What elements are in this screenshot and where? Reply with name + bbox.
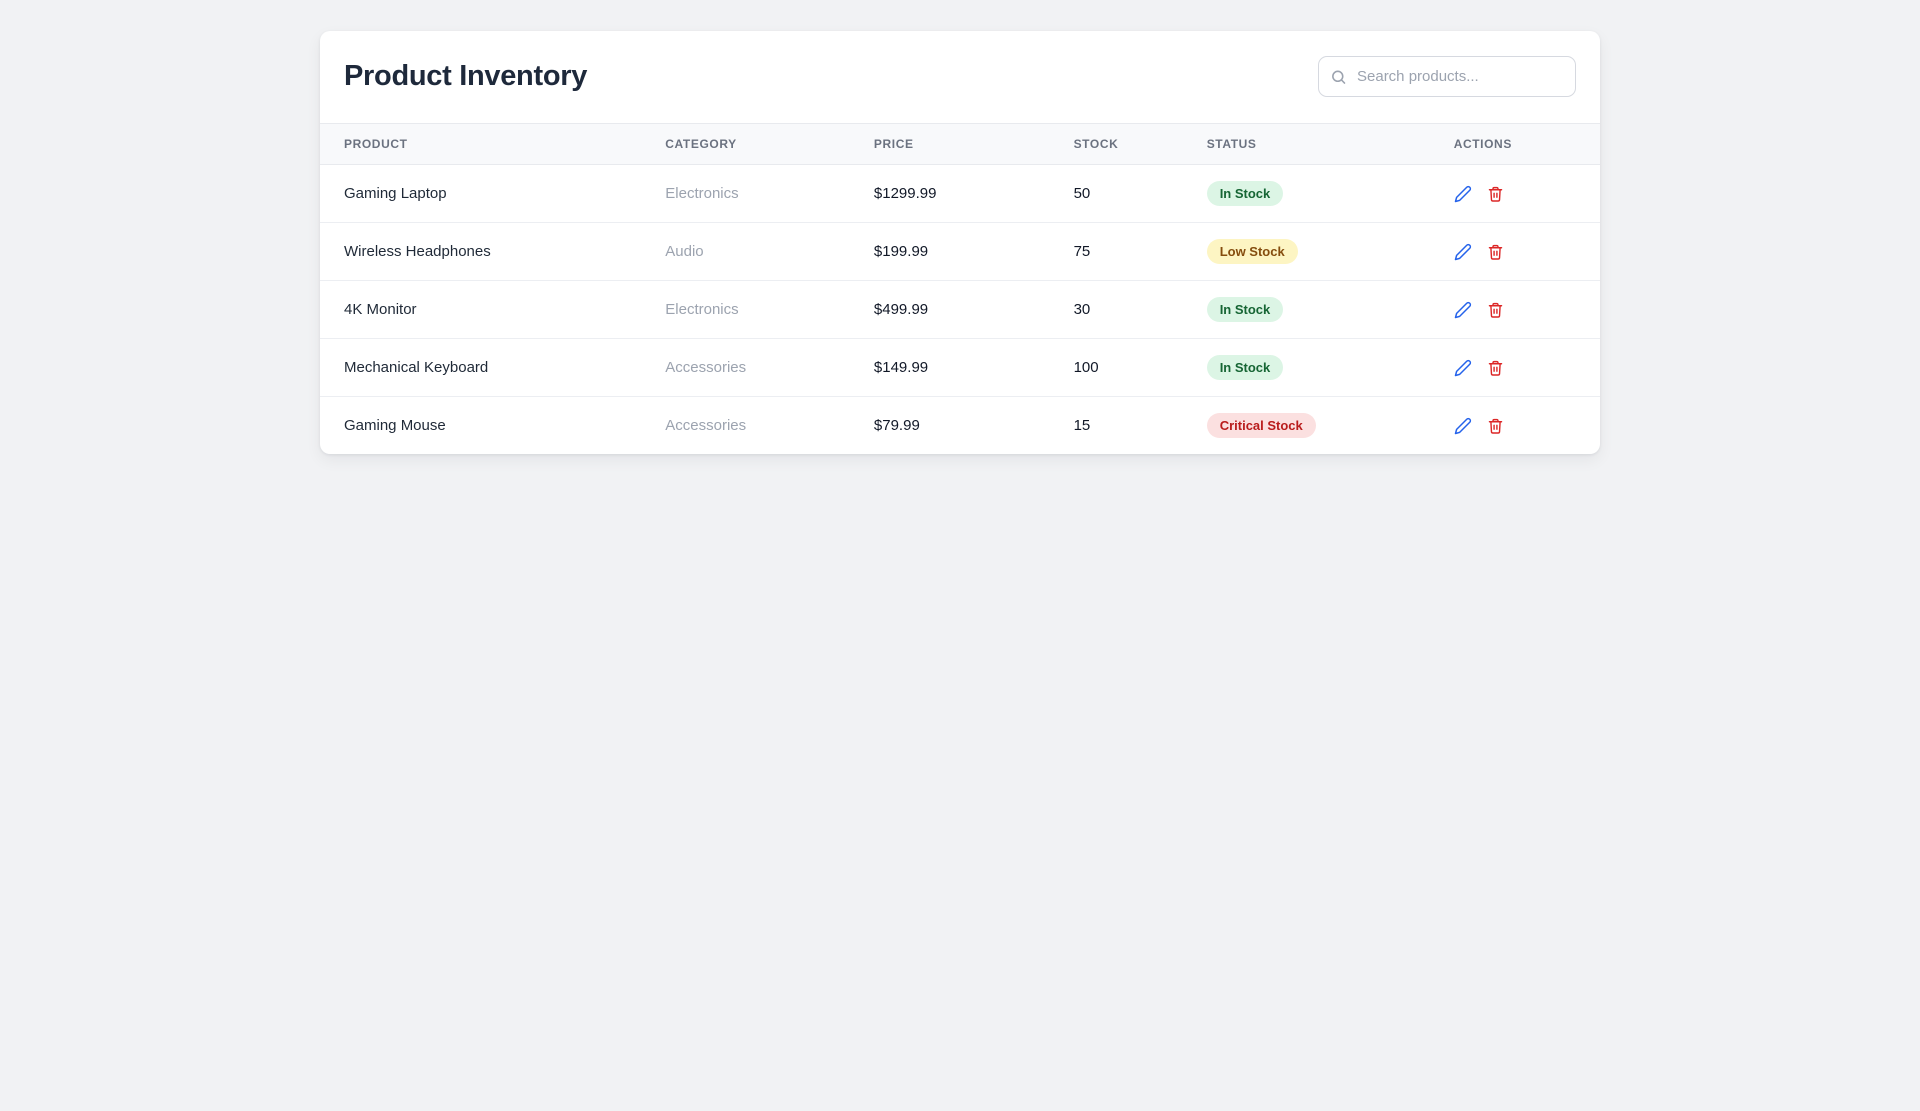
page-title: Product Inventory	[344, 60, 588, 92]
product-name: Gaming Laptop	[344, 185, 447, 202]
edit-button[interactable]	[1454, 359, 1472, 377]
search-input[interactable]	[1318, 56, 1576, 97]
status-badge: In Stock	[1206, 296, 1284, 323]
product-stock: 50	[1073, 185, 1091, 202]
product-name: 4K Monitor	[344, 301, 417, 318]
product-inventory-card: Product Inventory PRODUCT CATEGORY	[320, 31, 1600, 454]
status-badge: Critical Stock	[1206, 412, 1316, 439]
product-category: Accessories	[665, 417, 747, 434]
inventory-table: PRODUCT CATEGORY PRICE STOCK STATUS ACTI…	[320, 123, 1600, 454]
pencil-icon	[1454, 359, 1472, 377]
status-badge: In Stock	[1206, 354, 1284, 381]
product-name: Gaming Mouse	[344, 417, 446, 434]
edit-button[interactable]	[1454, 301, 1472, 319]
column-header-category: CATEGORY	[665, 137, 737, 151]
table-body: Gaming Laptop Electronics $1299.99 50 In…	[320, 165, 1600, 455]
delete-button[interactable]	[1487, 301, 1504, 319]
card-header: Product Inventory	[320, 31, 1600, 123]
product-price: $1299.99	[873, 185, 937, 202]
product-price: $149.99	[873, 359, 929, 376]
column-header-product: PRODUCT	[344, 137, 408, 151]
product-stock: 30	[1073, 301, 1091, 318]
pencil-icon	[1454, 301, 1472, 319]
pencil-icon	[1454, 185, 1472, 203]
product-price: $199.99	[873, 243, 929, 260]
table-row: Gaming Laptop Electronics $1299.99 50 In…	[320, 165, 1600, 223]
edit-button[interactable]	[1454, 185, 1472, 203]
product-stock: 100	[1073, 359, 1099, 376]
pencil-icon	[1454, 243, 1472, 261]
delete-button[interactable]	[1487, 185, 1504, 203]
status-badge: Low Stock	[1206, 238, 1298, 265]
table-row: Gaming Mouse Accessories $79.99 15 Criti…	[320, 396, 1600, 455]
trash-icon	[1487, 359, 1504, 377]
table-row: Wireless Headphones Audio $199.99 75 Low…	[320, 222, 1600, 281]
table-row: Mechanical Keyboard Accessories $149.99 …	[320, 338, 1600, 397]
table-row: 4K Monitor Electronics $499.99 30 In Sto…	[320, 280, 1600, 339]
trash-icon	[1487, 417, 1504, 435]
column-header-stock: STOCK	[1073, 137, 1119, 151]
product-name: Mechanical Keyboard	[344, 359, 489, 376]
status-badge: In Stock	[1206, 180, 1284, 207]
column-header-price: PRICE	[873, 137, 914, 151]
product-stock: 75	[1073, 243, 1091, 260]
pencil-icon	[1454, 417, 1472, 435]
column-header-status: STATUS	[1206, 137, 1257, 151]
edit-button[interactable]	[1454, 417, 1472, 435]
product-category: Electronics	[665, 185, 739, 202]
trash-icon	[1487, 301, 1504, 319]
trash-icon	[1487, 243, 1504, 261]
product-name: Wireless Headphones	[344, 243, 491, 260]
edit-button[interactable]	[1454, 243, 1472, 261]
delete-button[interactable]	[1487, 417, 1504, 435]
table-header-row: PRODUCT CATEGORY PRICE STOCK STATUS ACTI…	[320, 123, 1600, 165]
column-header-actions: ACTIONS	[1453, 137, 1512, 151]
search-box	[1318, 56, 1576, 97]
product-price: $499.99	[873, 301, 929, 318]
product-price: $79.99	[873, 417, 920, 434]
delete-button[interactable]	[1487, 243, 1504, 261]
product-category: Audio	[665, 243, 704, 260]
product-stock: 15	[1073, 417, 1091, 434]
delete-button[interactable]	[1487, 359, 1504, 377]
trash-icon	[1487, 185, 1504, 203]
product-category: Accessories	[665, 359, 747, 376]
product-category: Electronics	[665, 301, 739, 318]
